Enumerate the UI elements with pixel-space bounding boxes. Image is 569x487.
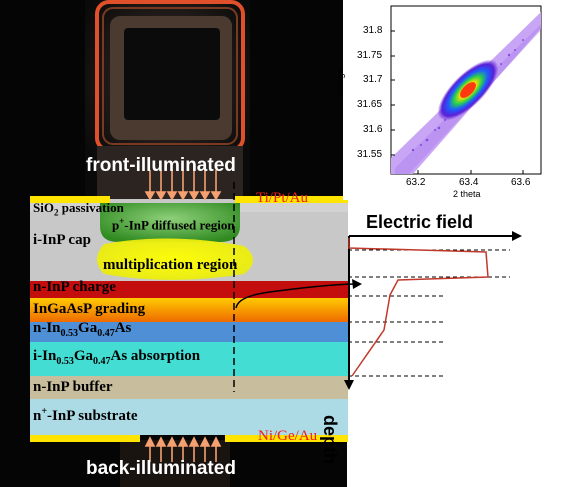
layer-absorption: [30, 342, 348, 376]
ytick-0: 31.8: [363, 25, 383, 36]
front-arrows: [144, 170, 222, 201]
diffused-region: [100, 203, 240, 242]
layer-buffer: [30, 376, 348, 399]
top-contact-left: [30, 196, 110, 203]
pointer-arrow: [235, 283, 359, 309]
diffused-region-label: p+-InP diffused region: [112, 216, 235, 233]
buffer-label: n-InP buffer: [33, 379, 113, 395]
front-illuminated-label: front-illuminated: [86, 155, 236, 176]
pointer-arrowhead: [352, 279, 362, 289]
xlabel: 2 theta: [453, 189, 481, 199]
ytick-4: 31.6: [363, 124, 383, 135]
xtick-2: 63.6: [511, 177, 531, 188]
bottom-contact-label: Ni/Ge/Au: [258, 428, 318, 444]
charge-label: n-InP charge: [33, 279, 116, 295]
xrd-plot: [390, 5, 542, 175]
cap-label: i-InP cap: [33, 232, 91, 248]
xtick-0: 63.2: [406, 177, 426, 188]
layer-charge: [30, 281, 348, 298]
multiplication-label: multiplication region: [103, 257, 238, 273]
depth-label: depth: [320, 415, 340, 464]
bottom-contact-left: [30, 435, 140, 442]
ytick-5: 31.55: [357, 149, 383, 160]
layer-ingaas: [30, 322, 348, 342]
layer-substrate: [30, 399, 348, 435]
bottom-contact-right: [225, 435, 348, 442]
ytick-2: 31.7: [363, 74, 383, 85]
passivation-label: SiO2 passivation: [33, 200, 124, 218]
layer-grading: [30, 298, 348, 322]
ytick-1: 31.75: [357, 50, 383, 61]
back-illuminated-label: back-illuminated: [86, 458, 236, 479]
top-contact-right: [235, 196, 348, 203]
grading-label: InGaAsP grading: [33, 301, 146, 317]
field-curve: [348, 238, 489, 377]
xtick-1: 63.4: [459, 177, 479, 188]
field-profile: [348, 249, 510, 377]
electric-field-label: Electric field: [366, 212, 474, 232]
xrd-inset: 63.2 63.4 63.6 2 theta 31.8 31.75 31.7 3…: [335, 0, 569, 200]
ylabel: omega: [335, 68, 345, 96]
top-contact-label: Ti/Pt/Au: [256, 190, 308, 206]
substrate-label: n+-InP substrate: [33, 406, 138, 424]
multiplication-blob: [97, 238, 253, 280]
ingaas-label: n-In0.53Ga0.47As: [33, 320, 132, 339]
absorption-label: i-In0.53Ga0.47As absorption: [33, 348, 201, 367]
back-arrows: [144, 436, 222, 462]
ytick-3: 31.65: [357, 99, 383, 110]
